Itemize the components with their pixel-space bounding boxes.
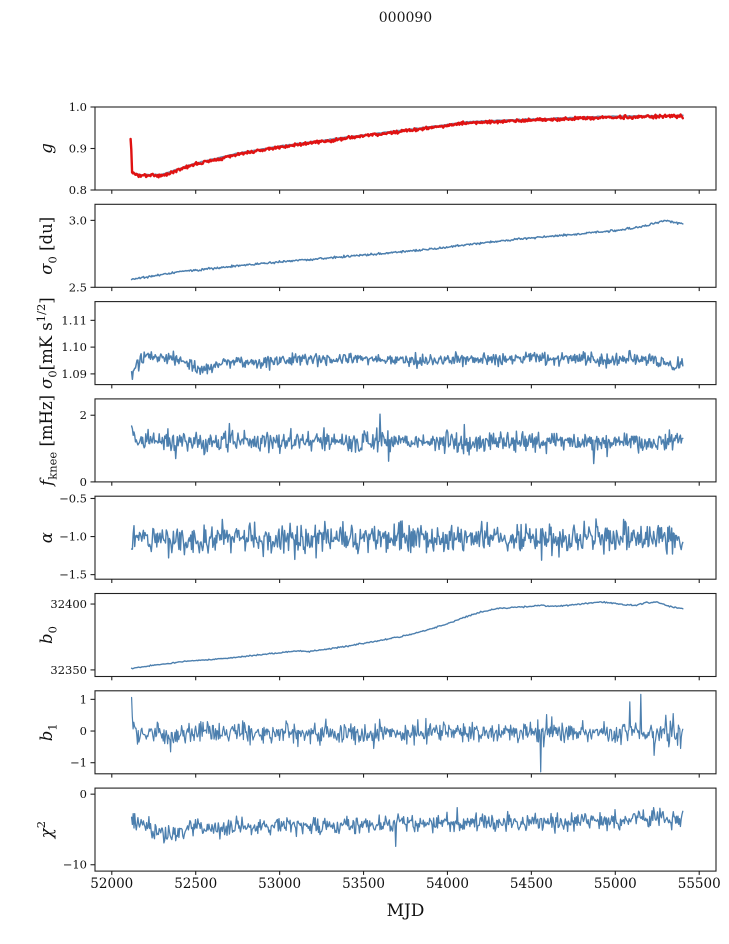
subplot-chi2: −10 0 χ2 (34, 787, 717, 875)
ylabel-segment: χ (37, 827, 56, 839)
series-chi2-chi2 (130, 806, 684, 848)
ylabel-segment: 0 (46, 626, 60, 633)
ylabel-sigma0-du: σ0 [du] (37, 217, 59, 275)
y-tick-label: 1.10 (61, 340, 87, 354)
ylabel-segment: 1 (46, 723, 60, 730)
series-fknee-fknee (130, 413, 684, 465)
ylabel-segment: g (37, 143, 56, 154)
x-tick-label: 53000 (258, 876, 301, 892)
series-group-sigma0-mK (130, 349, 684, 381)
ylabel-b1: b1 (37, 723, 60, 741)
subplot-sigma0-du: 2.5 3.0 σ0 [du] (37, 203, 717, 294)
y-tick-label: 0 (80, 787, 87, 801)
series-sigma0-mK-sigma0-mK (130, 349, 684, 381)
ylabel-b0: b0 (37, 626, 60, 644)
series-alpha-alpha (130, 518, 684, 561)
y-tick-label: 32400 (50, 597, 87, 611)
ylabel-segment: f (37, 477, 56, 488)
series-sigma0-du-sigma0-du (130, 219, 684, 281)
y-tick-label: −10 (63, 858, 87, 872)
ylabel-segment: σ (37, 377, 56, 389)
x-tick-label: 53500 (342, 876, 385, 892)
ylabel-segment: [mHz] (37, 395, 56, 452)
plot-border (94, 690, 717, 775)
x-tick-label: 54000 (426, 876, 469, 892)
ylabel-segment: 0 (46, 256, 60, 263)
series-group-b1 (131, 693, 684, 773)
ylabel-segment: 1/2 (34, 304, 48, 323)
x-tick-label: 55000 (594, 876, 637, 892)
plot-border (94, 495, 717, 580)
plot-border (94, 787, 717, 872)
series-group-chi2 (130, 806, 684, 848)
y-tick-label: 0 (80, 724, 87, 738)
series-group-alpha (130, 518, 684, 561)
ylabel-segment: 2 (34, 821, 48, 828)
ylabel-segment: σ (37, 263, 56, 275)
x-tick-label: 54500 (510, 876, 553, 892)
ylabel-segment: [mK s (37, 322, 56, 370)
y-tick-label: 1.0 (69, 100, 87, 114)
plot-border (94, 592, 717, 678)
y-tick-label: 0 (80, 475, 87, 489)
subplot-alpha: −1.5 −1.0 −0.5 α (37, 491, 717, 583)
y-tick-label: −1 (70, 756, 87, 770)
x-axis-label: MJD (387, 901, 425, 921)
x-tick-label: 52000 (90, 876, 133, 892)
y-tick-label: 1 (80, 692, 87, 706)
ylabel-chi2: χ2 (34, 821, 56, 839)
series-g-fit (132, 114, 684, 177)
series-group-sigma0-du (130, 219, 684, 281)
x-tick-label: 55500 (678, 876, 721, 892)
ylabel-segment: b (37, 633, 56, 644)
ylabel-segment: [du] (37, 217, 56, 256)
y-tick-label: 32350 (50, 663, 87, 677)
subplot-fknee: 0 2 fknee [mHz] (37, 395, 717, 489)
series-group-b0 (130, 600, 684, 670)
y-tick-label: −0.5 (59, 491, 87, 505)
ylabel-alpha: α (37, 532, 56, 543)
ylabel-segment: knee (46, 452, 60, 480)
x-tick-label: 52500 (174, 876, 217, 892)
y-tick-label: 1.09 (61, 367, 87, 381)
y-tick-label: 3.0 (69, 213, 87, 227)
series-g-data (129, 113, 684, 179)
series-group-fknee (130, 413, 684, 465)
ylabel-segment: ] (37, 297, 56, 303)
plot-border (94, 398, 717, 483)
plot-border (94, 203, 717, 288)
ylabel-sigma0-mK: σ0[mK s1/2] (34, 297, 60, 389)
series-group-g (129, 113, 684, 179)
series-b0-b0 (130, 600, 684, 670)
y-tick-label: 1.11 (61, 313, 87, 327)
ylabel-fknee: fknee [mHz] (37, 395, 60, 488)
subplot-g: 0.8 0.9 1.0 g (37, 100, 717, 197)
ylabel-segment: 0 (46, 370, 60, 377)
ylabel-segment: b (37, 731, 56, 742)
y-tick-label: −1.0 (59, 530, 87, 544)
y-tick-label: −1.5 (59, 568, 87, 582)
plot-border (94, 301, 717, 386)
figure-title: 000090 (378, 10, 433, 26)
y-tick-label: 0.9 (69, 142, 87, 156)
subplot-b0: 32350 32400 b0 (37, 592, 717, 681)
y-tick-label: 0.8 (69, 183, 87, 197)
ylabel-segment: α (37, 532, 56, 543)
y-tick-label: 2.5 (69, 280, 87, 294)
ylabel-g: g (37, 143, 56, 154)
y-tick-label: 2 (80, 408, 87, 422)
series-b1-b1 (131, 693, 684, 773)
